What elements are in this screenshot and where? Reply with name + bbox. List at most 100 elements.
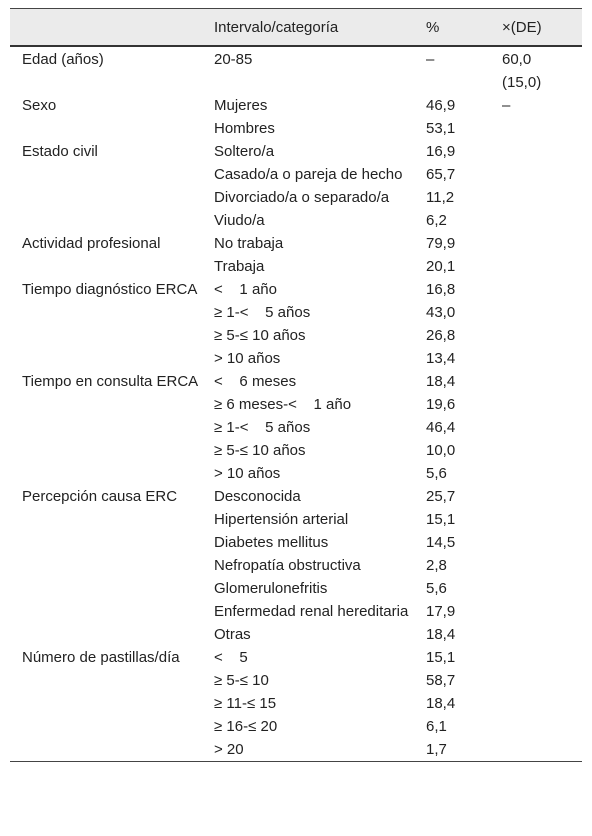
category-cell: > 10 años	[214, 465, 281, 482]
variable-cell: Edad (años)	[22, 51, 104, 68]
table-row: Hombres 53,1	[10, 117, 582, 140]
header-cell	[10, 8, 214, 47]
percent-cell: 5,6	[426, 465, 447, 482]
table-row: ≥ 5-≤ 10 58,7	[10, 669, 582, 692]
category-cell: ≥ 11-≤ 15	[214, 695, 277, 712]
table-row: Glomerulonefritis 5,6	[10, 577, 582, 600]
table-row: Otras 18,4	[10, 623, 582, 646]
variable-cell: Estado civil	[22, 143, 98, 160]
mean-cell	[502, 692, 582, 715]
percent-cell: 79,9	[426, 235, 456, 252]
table-row: Actividad profesional No trabaja 79,9	[10, 232, 582, 255]
table-body: Edad (años) 20-85 – 60,0 (15,0) Sexo Mujeres 4…	[10, 46, 582, 762]
mean-cell	[502, 508, 582, 531]
category-cell: Enfermedad renal hereditaria	[214, 603, 409, 620]
percent-cell: 53,1	[426, 120, 456, 137]
category-cell: Casado/a o pareja de hecho	[214, 166, 403, 183]
mean-cell	[502, 301, 582, 324]
category-cell: ≥ 6 meses-< 1 año	[214, 396, 352, 413]
table-row: Percepción causa ERC Desconocida 25,7	[10, 485, 582, 508]
table-row: Estado civil Soltero/a 16,9	[10, 140, 582, 163]
category-cell: ≥ 1-< 5 años	[214, 304, 311, 321]
variable-cell: Tiempo en consulta ERCA	[22, 373, 199, 390]
mean-cell	[502, 255, 582, 278]
mean-cell	[502, 324, 582, 347]
table-row: ≥ 1-< 5 años 46,4	[10, 416, 582, 439]
category-cell: ≥ 5-≤ 10 años	[214, 327, 306, 344]
category-cell: Hombres	[214, 120, 275, 137]
percent-cell: 46,9	[426, 97, 456, 114]
table-row: ≥ 1-< 5 años 43,0	[10, 301, 582, 324]
mean-cell	[502, 416, 582, 439]
percent-cell: 2,8	[426, 557, 447, 574]
mean-cell	[502, 370, 582, 393]
mean-cell	[502, 485, 582, 508]
category-cell: Diabetes mellitus	[214, 534, 329, 551]
percent-cell: 16,8	[426, 281, 456, 298]
category-cell: ≥ 1-< 5 años	[214, 419, 311, 436]
header-cell: ×(DE)	[502, 8, 582, 47]
table-row: Enfermedad renal hereditaria 17,9	[10, 600, 582, 623]
category-cell: ≥ 5-≤ 10	[214, 672, 269, 689]
category-cell: No trabaja	[214, 235, 284, 252]
table-row: ≥ 11-≤ 15 18,4	[10, 692, 582, 715]
percent-cell: –	[426, 51, 435, 68]
category-cell: ≥ 16-≤ 20	[214, 718, 278, 735]
mean-cell	[502, 163, 582, 186]
table-row: Edad (años) 20-85 – 60,0 (15,0)	[10, 46, 582, 94]
variable-cell: Número de pastillas/día	[22, 649, 180, 666]
mean-cell	[502, 232, 582, 255]
category-cell: Trabaja	[214, 258, 265, 275]
percent-cell: 20,1	[426, 258, 456, 275]
mean-cell: –	[502, 97, 511, 114]
percent-cell: 17,9	[426, 603, 456, 620]
percent-cell: 25,7	[426, 488, 456, 505]
mean-cell	[502, 439, 582, 462]
percent-cell: 15,1	[426, 511, 456, 528]
category-cell: Nefropatía obstructiva	[214, 557, 361, 574]
percent-cell: 65,7	[426, 166, 456, 183]
percent-cell: 19,6	[426, 396, 456, 413]
table-row: Divorciado/a o separado/a 11,2	[10, 186, 582, 209]
data-table: Intervalo/categoría % ×(DE) Edad (años) 2…	[10, 8, 582, 762]
table-row: Nefropatía obstructiva 2,8	[10, 554, 582, 577]
mean-cell	[502, 738, 582, 762]
table-row: ≥ 5-≤ 10 años 10,0	[10, 439, 582, 462]
percent-cell: 5,6	[426, 580, 447, 597]
category-cell: Glomerulonefritis	[214, 580, 328, 597]
category-cell: > 20	[214, 741, 244, 758]
mean-cell	[502, 117, 582, 140]
category-cell: Desconocida	[214, 488, 301, 505]
table-row: Sexo Mujeres 46,9 –	[10, 94, 582, 117]
table-row: Hipertensión arterial 15,1	[10, 508, 582, 531]
category-cell: < 6 meses	[214, 373, 297, 390]
table-row: Viudo/a 6,2	[10, 209, 582, 232]
percent-cell: 18,4	[426, 695, 456, 712]
category-cell: ≥ 5-≤ 10 años	[214, 442, 306, 459]
category-cell: Soltero/a	[214, 143, 275, 160]
category-cell: Hipertensión arterial	[214, 511, 349, 528]
percent-cell: 18,4	[426, 626, 456, 643]
mean-cell	[502, 669, 582, 692]
table-row: Número de pastillas/día < 5 15,1	[10, 646, 582, 669]
table-row: Diabetes mellitus 14,5	[10, 531, 582, 554]
table-row: > 20 1,7	[10, 738, 582, 762]
category-cell: Mujeres	[214, 97, 268, 114]
table-row: Trabaja 20,1	[10, 255, 582, 278]
percent-cell: 16,9	[426, 143, 456, 160]
percent-cell: 46,4	[426, 419, 456, 436]
variable-cell: Actividad profesional	[22, 235, 161, 252]
percent-cell: 13,4	[426, 350, 456, 367]
mean-cell	[502, 531, 582, 554]
header-cell: Intervalo/categoría	[214, 8, 426, 47]
percent-cell: 15,1	[426, 649, 456, 666]
mean-cell	[502, 646, 582, 669]
mean-cell	[502, 278, 582, 301]
table-row: ≥ 16-≤ 20 6,1	[10, 715, 582, 738]
category-cell: Divorciado/a o separado/a	[214, 189, 390, 206]
percent-cell: 11,2	[426, 189, 455, 206]
header-cell: %	[426, 8, 502, 47]
header-row: Intervalo/categoría % ×(DE)	[10, 8, 582, 47]
category-cell: Viudo/a	[214, 212, 265, 229]
